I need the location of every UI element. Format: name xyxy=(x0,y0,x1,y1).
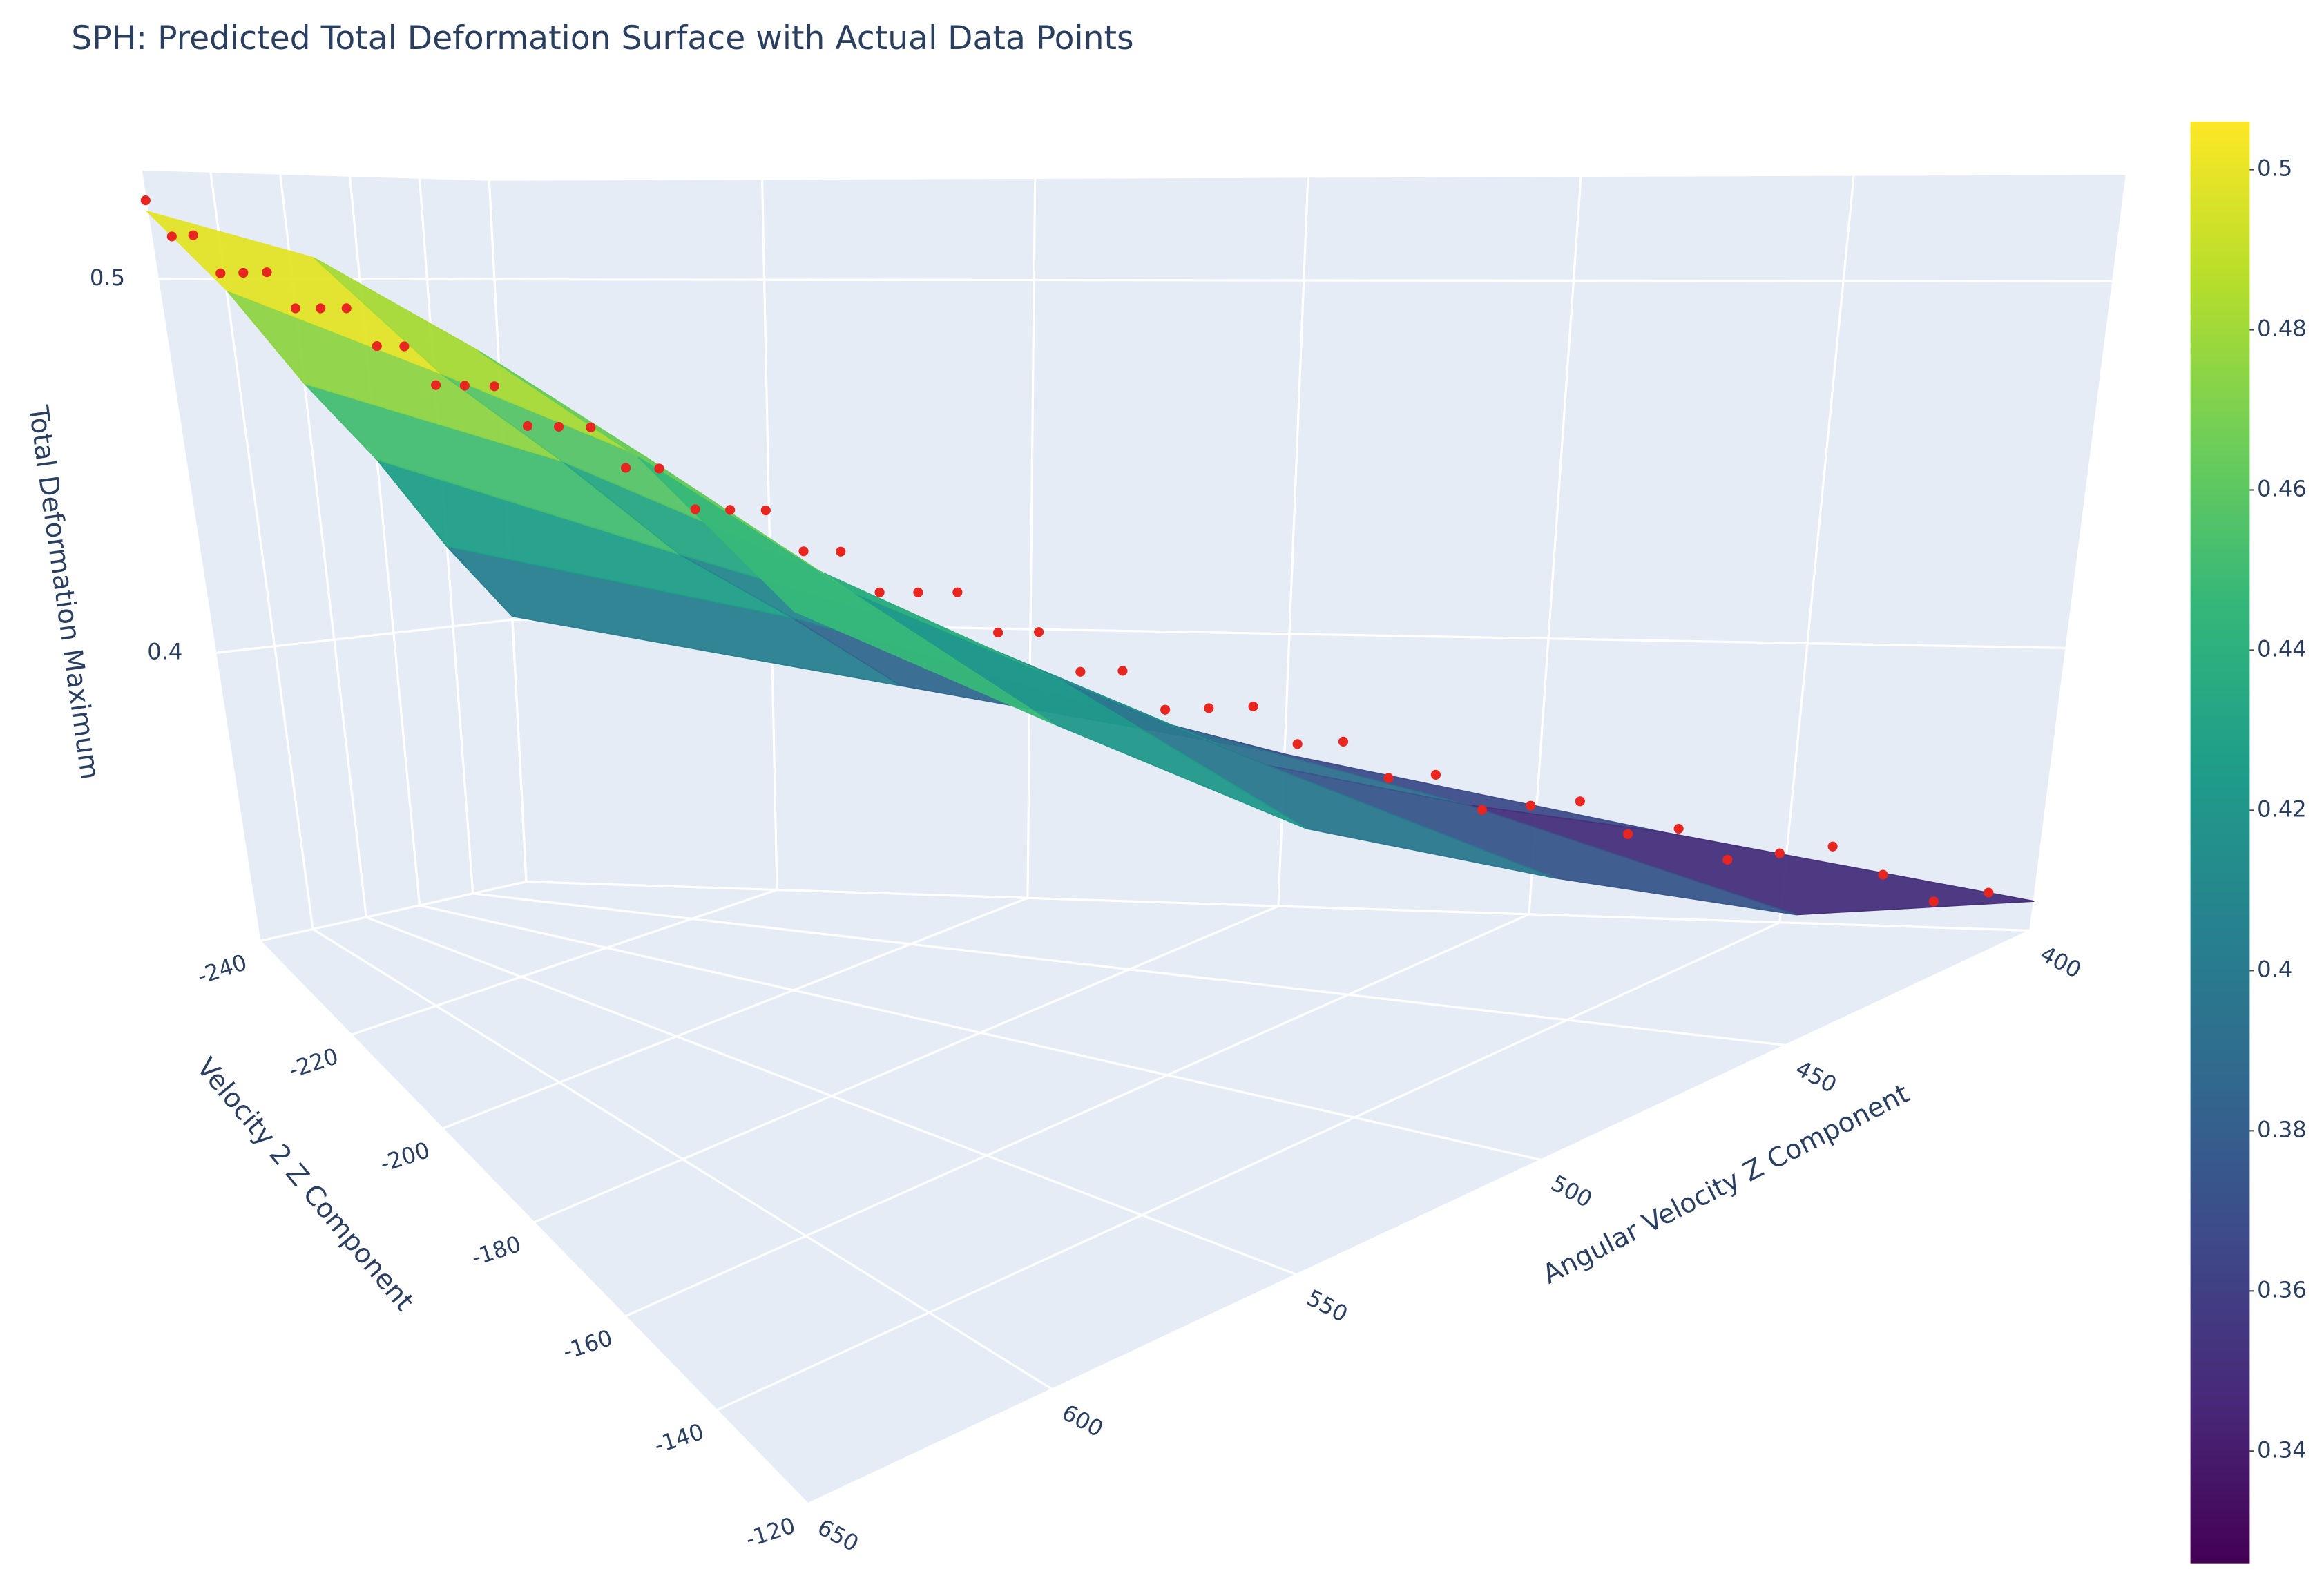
grid-line xyxy=(624,913,1530,1318)
y-tick-label: -220 xyxy=(285,1043,341,1084)
colorbar-tick-label: 0.46 xyxy=(2257,475,2307,501)
data-point xyxy=(760,505,771,516)
grid-line xyxy=(807,930,2031,1506)
scene-floor xyxy=(259,881,2030,1504)
grid-line xyxy=(140,170,261,941)
z-tick-label: 0.5 xyxy=(90,264,125,291)
data-point xyxy=(1575,796,1585,807)
data-point xyxy=(372,340,382,352)
x-tick-label: 400 xyxy=(2036,941,2086,983)
data-point xyxy=(1673,823,1684,834)
data-point xyxy=(489,381,499,392)
grid-line xyxy=(215,618,513,655)
data-point xyxy=(586,422,596,432)
data-point xyxy=(798,546,809,557)
data-point xyxy=(459,381,470,391)
y-tick-label: -140 xyxy=(651,1418,707,1459)
x-tick-label: 550 xyxy=(1303,1285,1352,1327)
data-point xyxy=(1117,666,1128,676)
x-tick-label: 650 xyxy=(814,1514,863,1557)
data-point xyxy=(188,230,198,240)
data-point xyxy=(1430,769,1441,780)
data-point xyxy=(341,303,352,314)
grid-line xyxy=(1778,175,1855,923)
colorbar xyxy=(2190,121,2250,1564)
grid-line xyxy=(2029,174,2128,931)
data-point xyxy=(1477,805,1487,815)
data-point xyxy=(140,195,151,206)
surface-cell xyxy=(637,456,1054,724)
colorbar-tick-label: 0.38 xyxy=(2257,1116,2307,1142)
data-point xyxy=(554,421,564,432)
data-point xyxy=(725,505,736,515)
data-point xyxy=(1248,701,1258,712)
data-point xyxy=(1827,841,1838,852)
y-axis-title: Velocity 2 Z Component xyxy=(191,1052,420,1317)
colorbar-tick-label: 0.4 xyxy=(2257,956,2292,982)
data-point xyxy=(836,546,846,557)
scene-wall xyxy=(489,175,2127,931)
grid-line xyxy=(209,172,314,930)
grid-line xyxy=(350,888,778,1036)
data-point xyxy=(874,587,885,597)
x-tick-label: 500 xyxy=(1547,1170,1597,1213)
data-point xyxy=(1383,773,1394,783)
data-point xyxy=(993,627,1003,638)
data-point xyxy=(1034,627,1044,637)
z-tick-label: 0.4 xyxy=(147,638,182,664)
data-point xyxy=(1622,829,1633,839)
z-axis-title: Total Deformation Maximum xyxy=(22,403,106,781)
colorbar-tick-label: 0.48 xyxy=(2257,316,2307,342)
data-point xyxy=(1526,800,1536,811)
y-tick-label: -120 xyxy=(742,1512,798,1553)
grid-line xyxy=(441,896,1028,1130)
grid-line xyxy=(716,921,1780,1412)
grid-line xyxy=(533,905,1279,1224)
chart-title: SPH: Predicted Total Deformation Surface… xyxy=(71,19,1133,57)
data-point xyxy=(1774,848,1785,858)
grid-line xyxy=(760,180,778,890)
data-point xyxy=(952,587,963,597)
grid-line xyxy=(259,881,527,943)
data-point xyxy=(1878,869,1888,880)
data-point xyxy=(522,421,533,432)
grid-line xyxy=(1528,176,1582,914)
data-point xyxy=(1075,666,1086,677)
y-tick-label: -240 xyxy=(194,949,250,990)
data-point xyxy=(431,380,441,390)
data-point xyxy=(1984,887,1994,898)
data-point xyxy=(166,231,177,242)
data-point xyxy=(620,463,631,473)
data-point xyxy=(1160,704,1171,715)
data-point xyxy=(1292,739,1303,749)
y-tick-label: -160 xyxy=(559,1325,615,1365)
x-tick-label: 450 xyxy=(1792,1055,1841,1098)
y-tick-label: -180 xyxy=(468,1231,524,1271)
data-point xyxy=(215,268,226,278)
colorbar-tick-label: 0.44 xyxy=(2257,635,2307,662)
colorbar-tick-label: 0.42 xyxy=(2257,796,2307,822)
colorbar-tick-label: 0.5 xyxy=(2257,155,2292,182)
colorbar-tick-label: 0.34 xyxy=(2257,1436,2307,1463)
y-tick-label: -200 xyxy=(377,1137,433,1177)
data-point xyxy=(1338,736,1349,747)
data-point xyxy=(316,303,326,314)
data-point xyxy=(290,303,300,314)
x-tick-label: 600 xyxy=(1058,1399,1108,1442)
data-point xyxy=(238,267,249,278)
grid-line xyxy=(494,278,2113,282)
data-point xyxy=(654,463,664,474)
grid-line xyxy=(1026,178,1037,898)
data-point xyxy=(1722,854,1733,865)
data-point xyxy=(1204,703,1214,713)
data-point xyxy=(913,587,923,597)
data-point xyxy=(262,267,272,278)
data-point xyxy=(1928,896,1939,907)
colorbar-tick-label: 0.36 xyxy=(2257,1276,2307,1302)
data-point xyxy=(399,341,410,352)
data-point xyxy=(690,504,700,514)
